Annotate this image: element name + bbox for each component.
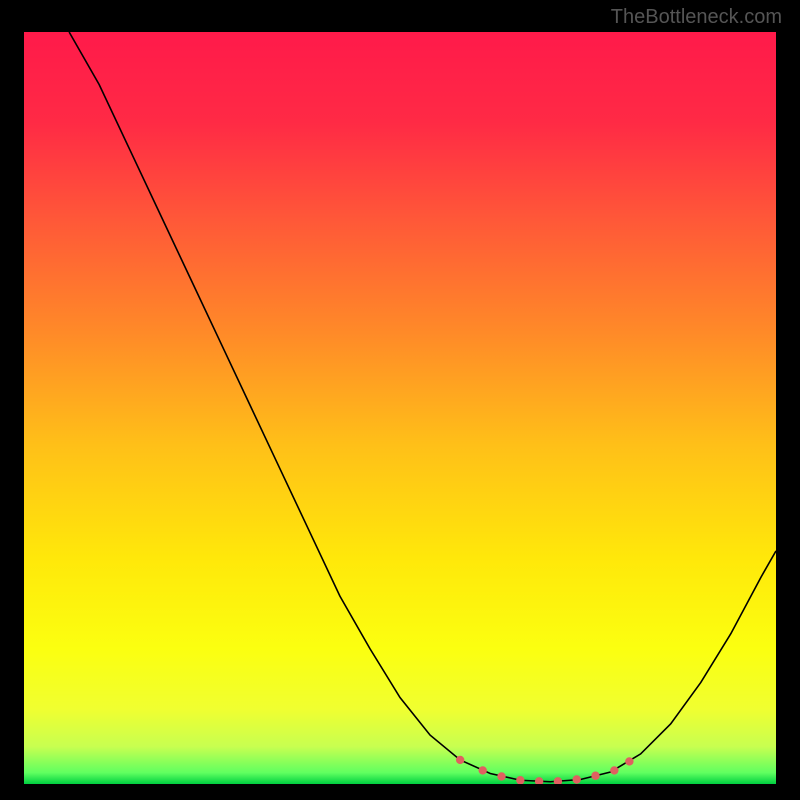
chart-svg <box>24 32 776 784</box>
chart-area <box>24 32 776 784</box>
dot <box>591 772 599 780</box>
dot <box>573 775 581 783</box>
dot <box>479 766 487 774</box>
watermark-text: TheBottleneck.com <box>611 6 782 29</box>
dot <box>497 772 505 780</box>
gradient-background <box>24 32 776 784</box>
dot <box>456 756 464 764</box>
dot <box>610 766 618 774</box>
dot <box>625 757 633 765</box>
